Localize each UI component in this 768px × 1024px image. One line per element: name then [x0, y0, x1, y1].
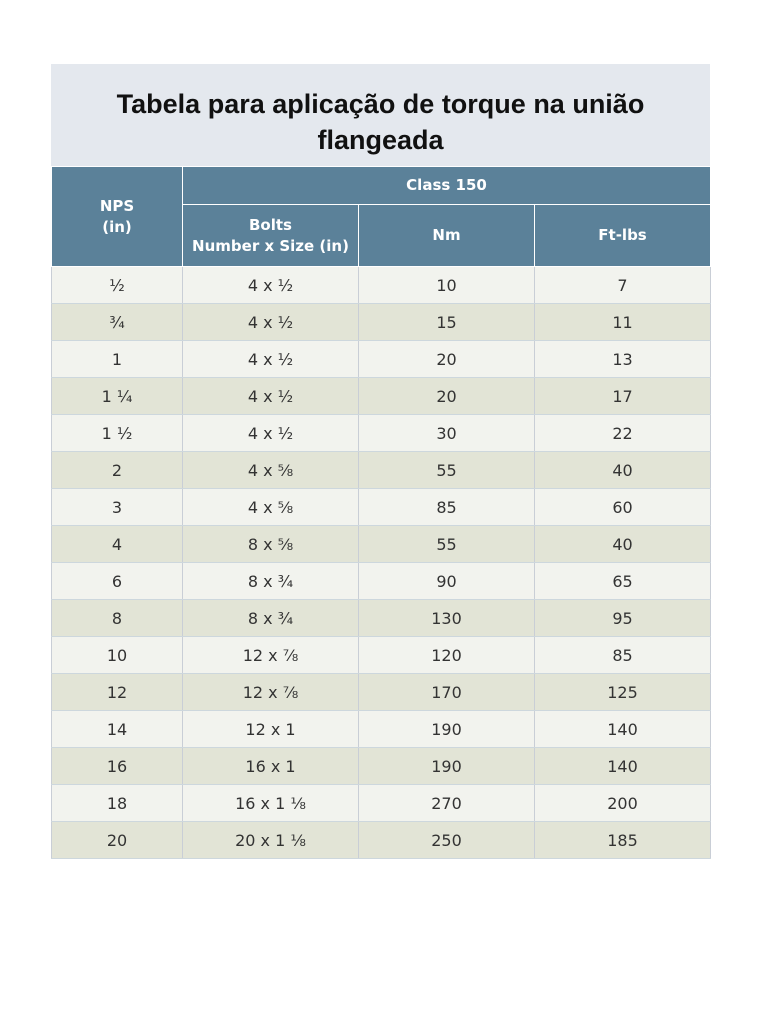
nps-cell: ½ — [51, 266, 183, 304]
table-row: 10 12 x ⅞ 120 85 — [51, 636, 712, 674]
table-row: 18 16 x 1 ⅛ 270 200 — [51, 784, 712, 822]
table-row: 4 8 x ⅝ 55 40 — [51, 525, 712, 563]
bolts-cell: 4 x ½ — [182, 414, 359, 452]
nm-cell: 170 — [358, 673, 535, 711]
table-title-line-2: flangeada — [317, 125, 444, 155]
nps-cell: 16 — [51, 747, 183, 785]
nps-cell: 20 — [51, 821, 183, 859]
nps-cell: 4 — [51, 525, 183, 563]
nps-cell: 18 — [51, 784, 183, 822]
nm-cell: 20 — [358, 340, 535, 378]
table-title-line-1: Tabela para aplicação de torque na união — [116, 89, 645, 119]
bolts-header-unit: Number x Size (in) — [192, 236, 349, 255]
table-row: 2 4 x ⅝ 55 40 — [51, 451, 712, 489]
table-row: 16 16 x 1 190 140 — [51, 747, 712, 785]
ftlbs-cell: 22 — [533, 414, 712, 452]
ftlbs-header: Ft-lbs — [533, 204, 712, 267]
nps-header-unit: (in) — [102, 217, 132, 236]
ftlbs-cell: 200 — [533, 784, 712, 822]
nm-cell: 55 — [358, 525, 535, 563]
table-body: ½ 4 x ½ 10 7 ¾ 4 x ½ 15 11 1 4 x ½ 20 13… — [51, 266, 712, 859]
nps-cell: ¾ — [51, 303, 183, 341]
ftlbs-cell: 65 — [533, 562, 712, 600]
nps-cell: 3 — [51, 488, 183, 526]
ftlbs-cell: 140 — [533, 747, 712, 785]
table-row: 1 ½ 4 x ½ 30 22 — [51, 414, 712, 452]
ftlbs-cell: 140 — [533, 710, 712, 748]
bolts-header-label: Bolts — [249, 215, 292, 234]
table-row: 6 8 x ¾ 90 65 — [51, 562, 712, 600]
nps-cell: 10 — [51, 636, 183, 674]
table-row: 8 8 x ¾ 130 95 — [51, 599, 712, 637]
bolts-cell: 12 x ⅞ — [182, 673, 359, 711]
ftlbs-cell: 40 — [533, 525, 712, 563]
nm-cell: 55 — [358, 451, 535, 489]
nps-cell: 14 — [51, 710, 183, 748]
table-row: 3 4 x ⅝ 85 60 — [51, 488, 712, 526]
ftlbs-cell: 40 — [533, 451, 712, 489]
table-row: 1 ¼ 4 x ½ 20 17 — [51, 377, 712, 415]
table-row: ¾ 4 x ½ 15 11 — [51, 303, 712, 341]
nps-cell: 1 ¼ — [51, 377, 183, 415]
bolts-cell: 4 x ⅝ — [182, 451, 359, 489]
nm-cell: 85 — [358, 488, 535, 526]
nm-cell: 270 — [358, 784, 535, 822]
nps-cell: 1 ½ — [51, 414, 183, 452]
nm-cell: 15 — [358, 303, 535, 341]
ftlbs-cell: 185 — [533, 821, 712, 859]
ftlbs-cell: 13 — [533, 340, 712, 378]
bolts-cell: 8 x ¾ — [182, 599, 359, 637]
bolts-cell: 4 x ½ — [182, 266, 359, 304]
nps-header: NPS (in) — [51, 166, 183, 267]
nm-cell: 20 — [358, 377, 535, 415]
ftlbs-cell: 125 — [533, 673, 712, 711]
bolts-cell: 8 x ¾ — [182, 562, 359, 600]
nm-cell: 190 — [358, 747, 535, 785]
nm-cell: 250 — [358, 821, 535, 859]
bolts-cell: 16 x 1 ⅛ — [182, 784, 359, 822]
bolts-cell: 4 x ½ — [182, 303, 359, 341]
nm-cell: 10 — [358, 266, 535, 304]
nm-cell: 130 — [358, 599, 535, 637]
ftlbs-cell: 85 — [533, 636, 712, 674]
bolts-cell: 12 x ⅞ — [182, 636, 359, 674]
bolts-cell: 16 x 1 — [182, 747, 359, 785]
nps-cell: 12 — [51, 673, 183, 711]
bolts-cell: 8 x ⅝ — [182, 525, 359, 563]
table-row: 12 12 x ⅞ 170 125 — [51, 673, 712, 711]
ftlbs-cell: 11 — [533, 303, 712, 341]
nm-header: Nm — [358, 204, 535, 267]
bolts-header: Bolts Number x Size (in) — [182, 204, 359, 267]
bolts-cell: 12 x 1 — [182, 710, 359, 748]
nm-cell: 30 — [358, 414, 535, 452]
ftlbs-cell: 17 — [533, 377, 712, 415]
nps-cell: 6 — [51, 562, 183, 600]
ftlbs-cell: 60 — [533, 488, 712, 526]
bolts-cell: 4 x ⅝ — [182, 488, 359, 526]
nps-cell: 2 — [51, 451, 183, 489]
nm-cell: 90 — [358, 562, 535, 600]
class-header: Class 150 — [181, 166, 712, 205]
torque-table: NPS (in) Class 150 Bolts Number x Size (… — [51, 166, 712, 859]
bolts-cell: 20 x 1 ⅛ — [182, 821, 359, 859]
table-title: Tabela para aplicação de torque na união… — [51, 64, 710, 166]
ftlbs-cell: 95 — [533, 599, 712, 637]
nps-cell: 1 — [51, 340, 183, 378]
nps-cell: 8 — [51, 599, 183, 637]
table-row: ½ 4 x ½ 10 7 — [51, 266, 712, 304]
ftlbs-cell: 7 — [533, 266, 712, 304]
table-row: 1 4 x ½ 20 13 — [51, 340, 712, 378]
nm-cell: 190 — [358, 710, 535, 748]
bolts-cell: 4 x ½ — [182, 377, 359, 415]
table-row: 14 12 x 1 190 140 — [51, 710, 712, 748]
nm-cell: 120 — [358, 636, 535, 674]
torque-table-sheet: Tabela para aplicação de torque na união… — [51, 64, 712, 859]
table-row: 20 20 x 1 ⅛ 250 185 — [51, 821, 712, 859]
bolts-cell: 4 x ½ — [182, 340, 359, 378]
nps-header-label: NPS — [99, 196, 135, 215]
